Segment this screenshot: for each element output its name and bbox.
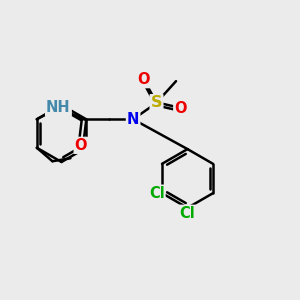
Text: Cl: Cl (180, 206, 195, 221)
Text: Cl: Cl (149, 186, 164, 201)
Text: NH: NH (46, 100, 71, 116)
Text: S: S (151, 95, 162, 110)
Text: O: O (75, 138, 87, 153)
Text: O: O (174, 101, 187, 116)
Text: N: N (127, 112, 139, 127)
Text: O: O (138, 72, 150, 87)
